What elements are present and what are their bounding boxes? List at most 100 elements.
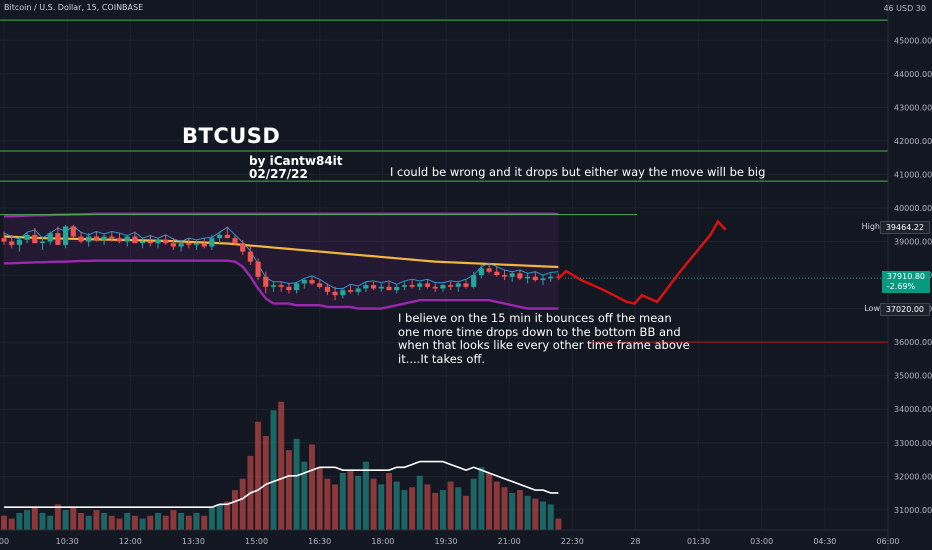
volume-bar [432,492,439,530]
current-price-tag: 37910.80 -2.69% [881,271,930,293]
volume-bar [155,512,161,530]
candle-body [417,283,423,287]
candle-body [432,286,438,289]
volume-bar [455,487,462,530]
candle-body [347,290,354,292]
volume-bar [355,475,362,530]
candle-body [193,243,200,245]
volume-bar [447,481,454,530]
bollinger-lower [4,259,559,310]
candle-body [278,285,284,287]
candle-body [409,285,415,287]
volume-bar [47,515,54,530]
candle-body [501,275,508,277]
candle-body [132,236,138,244]
volume-bar [39,512,46,530]
candlesticks [1,224,561,301]
time-tick-label: 16:30 [308,537,331,546]
volume-bar [170,510,177,530]
note-annotation-top: I could be wrong and it drops but either… [390,165,766,179]
volume-bar [386,473,392,530]
volume-bar [139,518,146,530]
low-label: Low [864,304,880,313]
price-tick-label: 42000.00 [894,137,932,146]
candle-body [525,276,531,279]
candle-body [486,268,492,272]
volume-bar [362,461,369,530]
projection-path [557,219,727,305]
volume-bar [409,487,416,530]
volume-bar [178,512,185,530]
candle-body [455,283,461,287]
volume-bar [401,490,408,530]
candle-body [55,233,61,245]
candle-body [301,280,307,284]
candle-body [463,283,469,287]
volume-bar [463,495,469,530]
volume-bar [493,481,500,530]
candle-body [24,234,30,240]
candle-body [78,236,84,242]
volume-bar [131,515,138,530]
candle-body [471,275,477,287]
candle-body [147,241,153,244]
candle-body [47,233,53,242]
candle-body [170,243,176,247]
note-annotation-bottom: I believe on the 15 min it bounces off t… [398,311,690,366]
volume-bar [78,512,84,530]
volume-bar [555,518,562,530]
price-tick-label: 39000.00 [894,238,932,247]
time-tick-label: 28 [630,537,640,546]
volume-bar [116,518,123,530]
volume-bar [309,444,315,530]
candle-body [124,236,130,242]
time-tick-label: 00 [0,537,9,546]
candle-body [378,286,384,289]
candle-body [270,285,277,287]
volume-bar [347,470,354,530]
time-tick-label: 18:00 [371,537,394,546]
candle-body [332,291,338,296]
candle-body [494,271,500,276]
candle-body [371,285,377,289]
volume-bar [293,438,300,530]
horizontal-levels [0,19,888,343]
candle-body [232,238,238,244]
time-tick-label: 12:00 [119,537,142,546]
candle-body [101,236,107,240]
candle-body [355,288,361,292]
volume-bar [208,507,215,530]
volume-bar [255,421,262,530]
symbol-title: Bitcoin / U.S. Dollar, 15, COINBASE [4,3,144,12]
volume-bar [185,515,192,530]
volume-bar [24,510,31,530]
volume-bar [416,475,423,530]
candle-body [324,286,330,292]
price-tick-label: 33000.00 [894,439,932,448]
candle-body [509,273,515,277]
volume-bar [224,501,231,530]
time-tick-label: 22:30 [561,537,584,546]
high-label: High [861,222,880,231]
price-tick-label: 35000.00 [894,372,932,381]
volume-bar [547,504,554,530]
volume-bar [486,473,493,530]
volume-bar [470,478,477,530]
volume-bar [162,515,169,530]
candle-body [63,226,69,245]
price-tick-label: 31000.00 [894,506,932,515]
volume-bar [524,495,531,530]
chart-grid [0,0,889,530]
time-tick-label: 19:30 [434,537,457,546]
volume-bar [516,490,523,530]
volume-bar [70,507,77,530]
date-annotation: 02/27/22 [249,167,308,181]
time-tick-label: 06:00 [876,537,899,546]
candle-body [9,241,15,245]
candle-body [478,268,484,276]
candle-body [93,236,99,240]
candle-body [286,286,292,291]
high-value-tag: 39464.22 [879,221,930,234]
